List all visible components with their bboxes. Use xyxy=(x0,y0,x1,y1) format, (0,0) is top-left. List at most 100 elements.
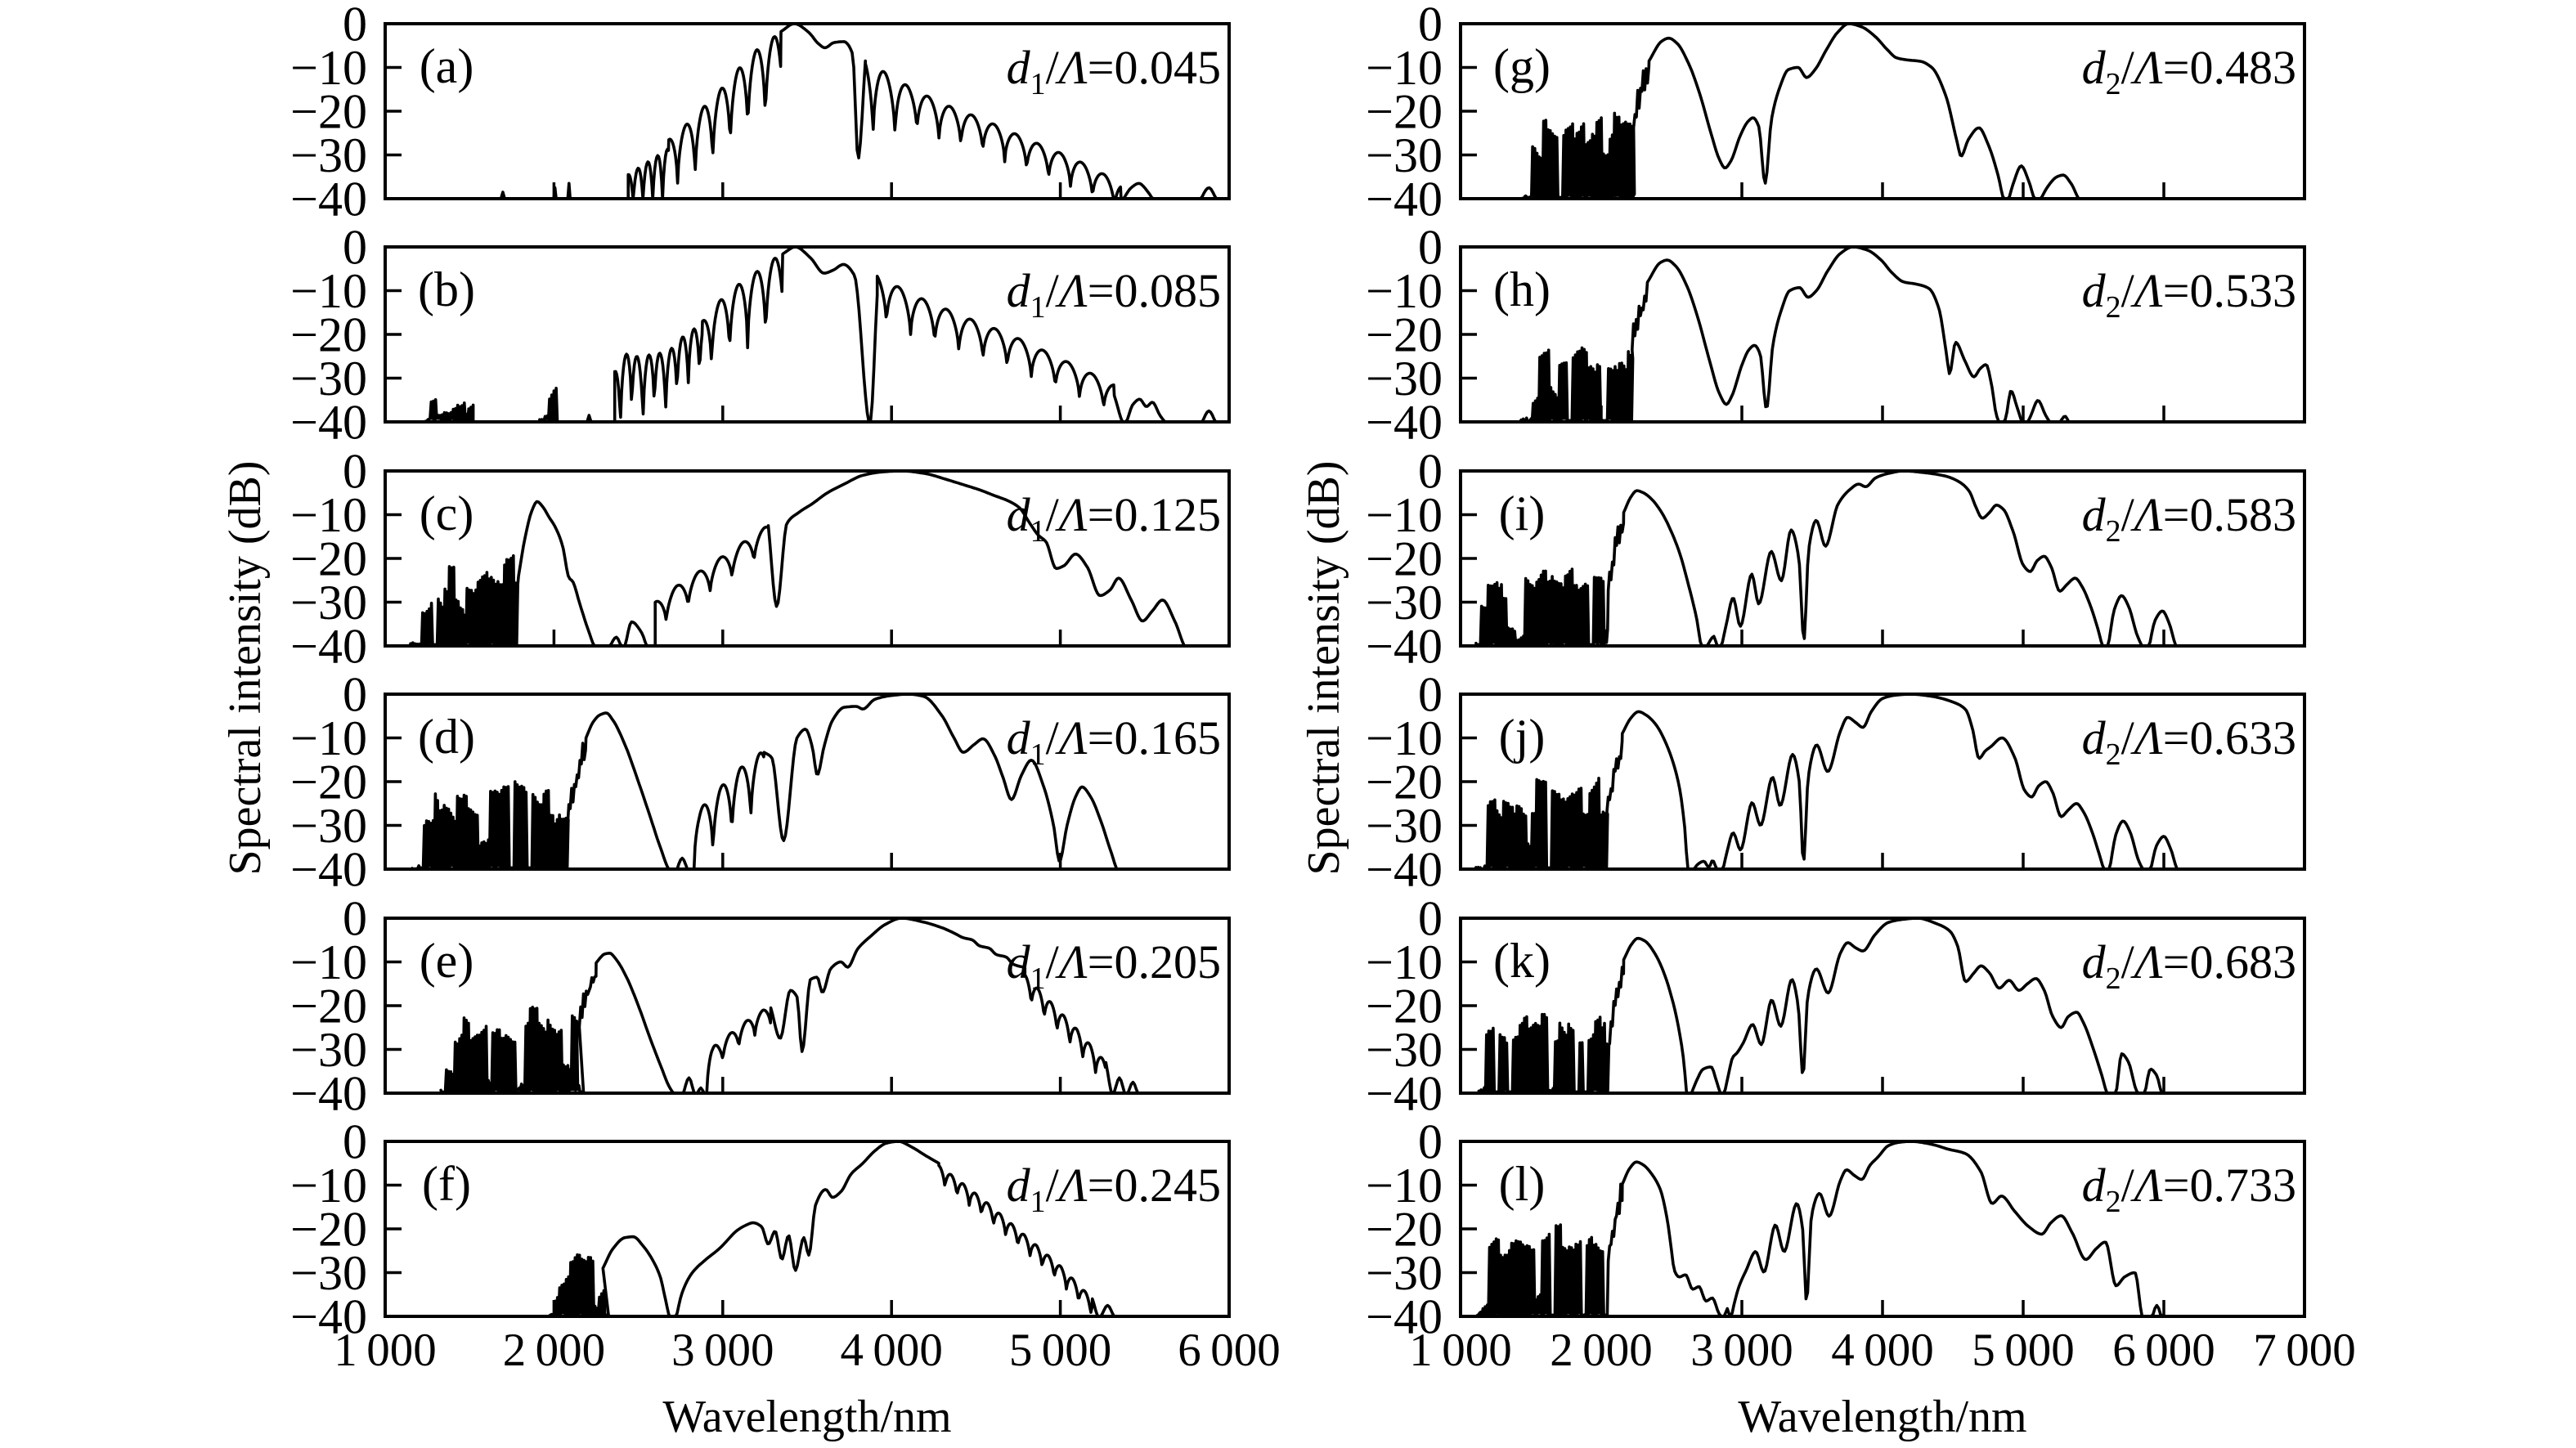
svg-text:2 000: 2 000 xyxy=(503,1325,605,1376)
svg-text:−30: −30 xyxy=(290,1023,367,1077)
svg-text:−30: −30 xyxy=(290,576,367,630)
svg-text:3 000: 3 000 xyxy=(1690,1325,1793,1376)
svg-text:−40: −40 xyxy=(1366,620,1443,674)
svg-text:0: 0 xyxy=(1418,1115,1443,1169)
svg-text:−40: −40 xyxy=(290,1067,367,1121)
svg-text:7 000: 7 000 xyxy=(2253,1325,2355,1376)
svg-text:−10: −10 xyxy=(1366,41,1443,95)
svg-text:−30: −30 xyxy=(1366,352,1443,406)
svg-text:(h): (h) xyxy=(1493,262,1551,316)
svg-text:−40: −40 xyxy=(1366,1067,1443,1121)
svg-text:d1/Λ=0.125: d1/Λ=0.125 xyxy=(1007,488,1221,549)
svg-text:0: 0 xyxy=(1418,668,1443,722)
svg-text:0: 0 xyxy=(343,221,367,275)
svg-text:(l): (l) xyxy=(1499,1157,1546,1211)
svg-text:0: 0 xyxy=(1418,0,1443,52)
svg-text:−40: −40 xyxy=(290,173,367,226)
svg-text:d2/Λ=0.533: d2/Λ=0.533 xyxy=(2082,264,2296,325)
svg-text:−40: −40 xyxy=(1366,173,1443,226)
svg-text:d1/Λ=0.245: d1/Λ=0.245 xyxy=(1007,1159,1221,1219)
svg-text:0: 0 xyxy=(343,892,367,946)
svg-text:(i): (i) xyxy=(1499,486,1546,540)
svg-text:−10: −10 xyxy=(290,711,367,765)
svg-text:d2/Λ=0.633: d2/Λ=0.633 xyxy=(2082,711,2296,772)
svg-text:0: 0 xyxy=(343,0,367,52)
svg-text:−10: −10 xyxy=(290,488,367,542)
svg-text:(c): (c) xyxy=(420,486,474,540)
svg-text:0: 0 xyxy=(343,668,367,722)
svg-text:Wavelength/nm: Wavelength/nm xyxy=(1738,1392,2026,1442)
svg-text:0: 0 xyxy=(343,445,367,499)
svg-text:Spectral intensity (dB): Spectral intensity (dB) xyxy=(220,460,271,875)
svg-text:(j): (j) xyxy=(1499,710,1546,764)
svg-text:d2/Λ=0.583: d2/Λ=0.583 xyxy=(2082,488,2296,549)
svg-text:−20: −20 xyxy=(290,85,367,139)
svg-text:d1/Λ=0.165: d1/Λ=0.165 xyxy=(1007,711,1221,772)
svg-text:−30: −30 xyxy=(290,799,367,853)
svg-text:−20: −20 xyxy=(1366,755,1443,809)
svg-text:(e): (e) xyxy=(420,934,474,988)
svg-text:−30: −30 xyxy=(290,1246,367,1300)
svg-text:−20: −20 xyxy=(1366,308,1443,362)
svg-text:Spectral intensity (dB): Spectral intensity (dB) xyxy=(1299,460,1349,875)
svg-text:−30: −30 xyxy=(1366,128,1443,182)
svg-text:−20: −20 xyxy=(290,1203,367,1257)
svg-text:d1/Λ=0.085: d1/Λ=0.085 xyxy=(1007,264,1221,325)
svg-text:−30: −30 xyxy=(1366,576,1443,630)
svg-text:−10: −10 xyxy=(1366,935,1443,989)
svg-text:−10: −10 xyxy=(1366,264,1443,318)
svg-text:5 000: 5 000 xyxy=(1009,1325,1111,1376)
svg-text:−10: −10 xyxy=(1366,1159,1443,1213)
svg-text:−20: −20 xyxy=(290,532,367,586)
svg-text:−40: −40 xyxy=(290,396,367,450)
svg-text:−20: −20 xyxy=(290,755,367,809)
svg-text:1 000: 1 000 xyxy=(334,1325,436,1376)
svg-text:−40: −40 xyxy=(290,1290,367,1344)
svg-text:d2/Λ=0.483: d2/Λ=0.483 xyxy=(2082,41,2296,101)
svg-text:0: 0 xyxy=(1418,892,1443,946)
svg-text:−30: −30 xyxy=(1366,799,1443,853)
svg-text:4 000: 4 000 xyxy=(1831,1325,1933,1376)
svg-text:0: 0 xyxy=(1418,221,1443,275)
svg-text:−40: −40 xyxy=(1366,1290,1443,1344)
svg-text:0: 0 xyxy=(1418,445,1443,499)
svg-text:(g): (g) xyxy=(1493,39,1551,93)
svg-text:−10: −10 xyxy=(290,264,367,318)
svg-text:(k): (k) xyxy=(1493,934,1551,988)
svg-text:−40: −40 xyxy=(290,620,367,674)
svg-text:1 000: 1 000 xyxy=(1409,1325,1511,1376)
svg-text:−20: −20 xyxy=(1366,980,1443,1033)
svg-text:−20: −20 xyxy=(1366,85,1443,139)
svg-text:−40: −40 xyxy=(290,843,367,897)
svg-text:2 000: 2 000 xyxy=(1550,1325,1652,1376)
svg-text:6 000: 6 000 xyxy=(2112,1325,2215,1376)
svg-text:−20: −20 xyxy=(1366,532,1443,586)
svg-text:−40: −40 xyxy=(1366,396,1443,450)
svg-text:−30: −30 xyxy=(290,352,367,406)
svg-text:−20: −20 xyxy=(1366,1203,1443,1257)
svg-text:−10: −10 xyxy=(290,41,367,95)
svg-text:0: 0 xyxy=(343,1115,367,1169)
svg-text:−30: −30 xyxy=(1366,1023,1443,1077)
svg-text:d1/Λ=0.045: d1/Λ=0.045 xyxy=(1007,41,1221,101)
svg-text:−10: −10 xyxy=(1366,488,1443,542)
svg-text:−20: −20 xyxy=(290,980,367,1033)
svg-text:d1/Λ=0.205: d1/Λ=0.205 xyxy=(1007,935,1221,996)
svg-text:−40: −40 xyxy=(1366,843,1443,897)
svg-text:4 000: 4 000 xyxy=(840,1325,942,1376)
svg-text:−30: −30 xyxy=(1366,1246,1443,1300)
svg-text:5 000: 5 000 xyxy=(1972,1325,2074,1376)
svg-text:d2/Λ=0.683: d2/Λ=0.683 xyxy=(2082,935,2296,996)
svg-text:(a): (a) xyxy=(420,39,474,93)
svg-text:−20: −20 xyxy=(290,308,367,362)
svg-text:−10: −10 xyxy=(1366,711,1443,765)
svg-text:−10: −10 xyxy=(290,935,367,989)
svg-text:−30: −30 xyxy=(290,128,367,182)
svg-text:(f): (f) xyxy=(422,1157,471,1211)
svg-text:(b): (b) xyxy=(418,262,475,316)
svg-text:6 000: 6 000 xyxy=(1178,1325,1280,1376)
svg-text:(d): (d) xyxy=(418,710,475,764)
svg-text:d2/Λ=0.733: d2/Λ=0.733 xyxy=(2082,1159,2296,1219)
svg-text:3 000: 3 000 xyxy=(671,1325,774,1376)
svg-text:Wavelength/nm: Wavelength/nm xyxy=(662,1392,951,1442)
